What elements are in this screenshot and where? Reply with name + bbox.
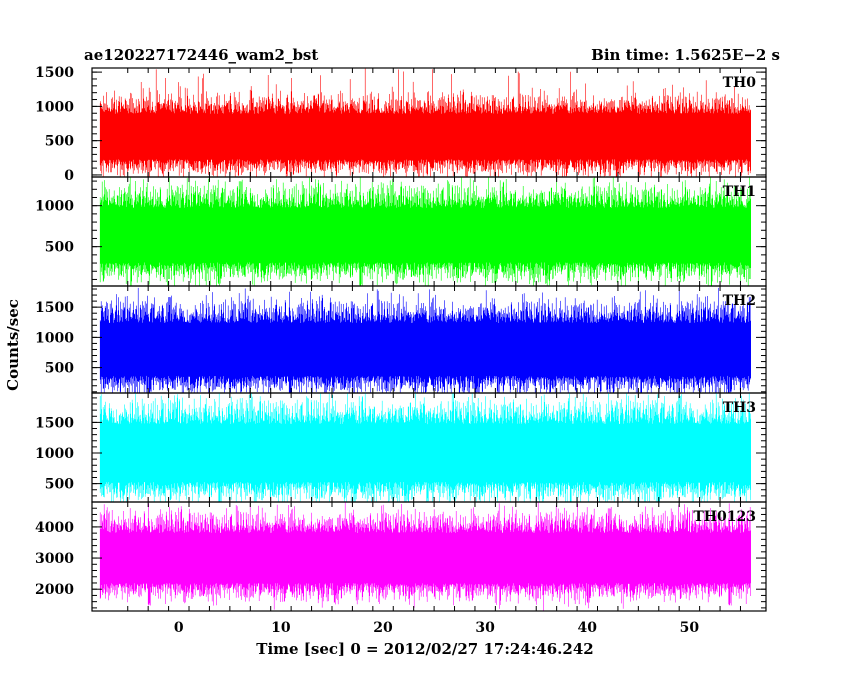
y-tick-label: 500 bbox=[45, 134, 74, 150]
chart-title-right: Bin time: 1.5625E−2 s bbox=[591, 46, 780, 64]
panel-label-th3: TH3 bbox=[723, 400, 756, 416]
y-tick-label: 1000 bbox=[35, 330, 74, 346]
panel-label-th0: TH0 bbox=[723, 75, 757, 91]
y-tick-label: 1500 bbox=[35, 65, 74, 81]
series-trace-th0123 bbox=[99, 502, 751, 611]
y-tick-label: 500 bbox=[45, 361, 74, 377]
x-tick-label: 0 bbox=[174, 620, 184, 636]
series-trace-th2 bbox=[99, 287, 751, 393]
y-tick-label: 500 bbox=[45, 477, 74, 493]
panel-frame-th0123 bbox=[91, 501, 767, 612]
x-tick-label: 40 bbox=[578, 620, 598, 636]
y-tick-label: 1000 bbox=[35, 99, 74, 115]
series-trace-th1 bbox=[99, 177, 751, 286]
x-tick-label: 20 bbox=[373, 620, 393, 636]
y-tick-label: 0 bbox=[64, 168, 74, 184]
chart-title-left: ae120227172446_wam2_bst bbox=[84, 46, 318, 64]
x-axis-label: Time [sec] 0 = 2012/02/27 17:24:46.242 bbox=[256, 640, 593, 658]
panel-label-th1: TH1 bbox=[723, 184, 756, 200]
panel-label-th0123: TH0123 bbox=[693, 509, 756, 525]
y-tick-label: 1000 bbox=[35, 199, 74, 215]
panel-label-th2: TH2 bbox=[723, 293, 756, 309]
series-trace-th3 bbox=[99, 393, 751, 502]
x-tick-label: 10 bbox=[271, 620, 291, 636]
y-tick-label: 4000 bbox=[35, 520, 74, 536]
series-trace-th0 bbox=[99, 68, 751, 177]
y-tick-label: 1500 bbox=[35, 415, 74, 431]
y-tick-label: 1000 bbox=[35, 446, 74, 462]
x-tick-label: 50 bbox=[680, 620, 700, 636]
x-tick-label: 30 bbox=[475, 620, 495, 636]
y-tick-label: 1500 bbox=[35, 300, 74, 316]
y-tick-label: 2000 bbox=[35, 582, 74, 598]
y-tick-label: 3000 bbox=[35, 551, 74, 567]
y-tick-label: 500 bbox=[45, 240, 74, 256]
y-axis-label: Counts/sec bbox=[4, 299, 22, 391]
